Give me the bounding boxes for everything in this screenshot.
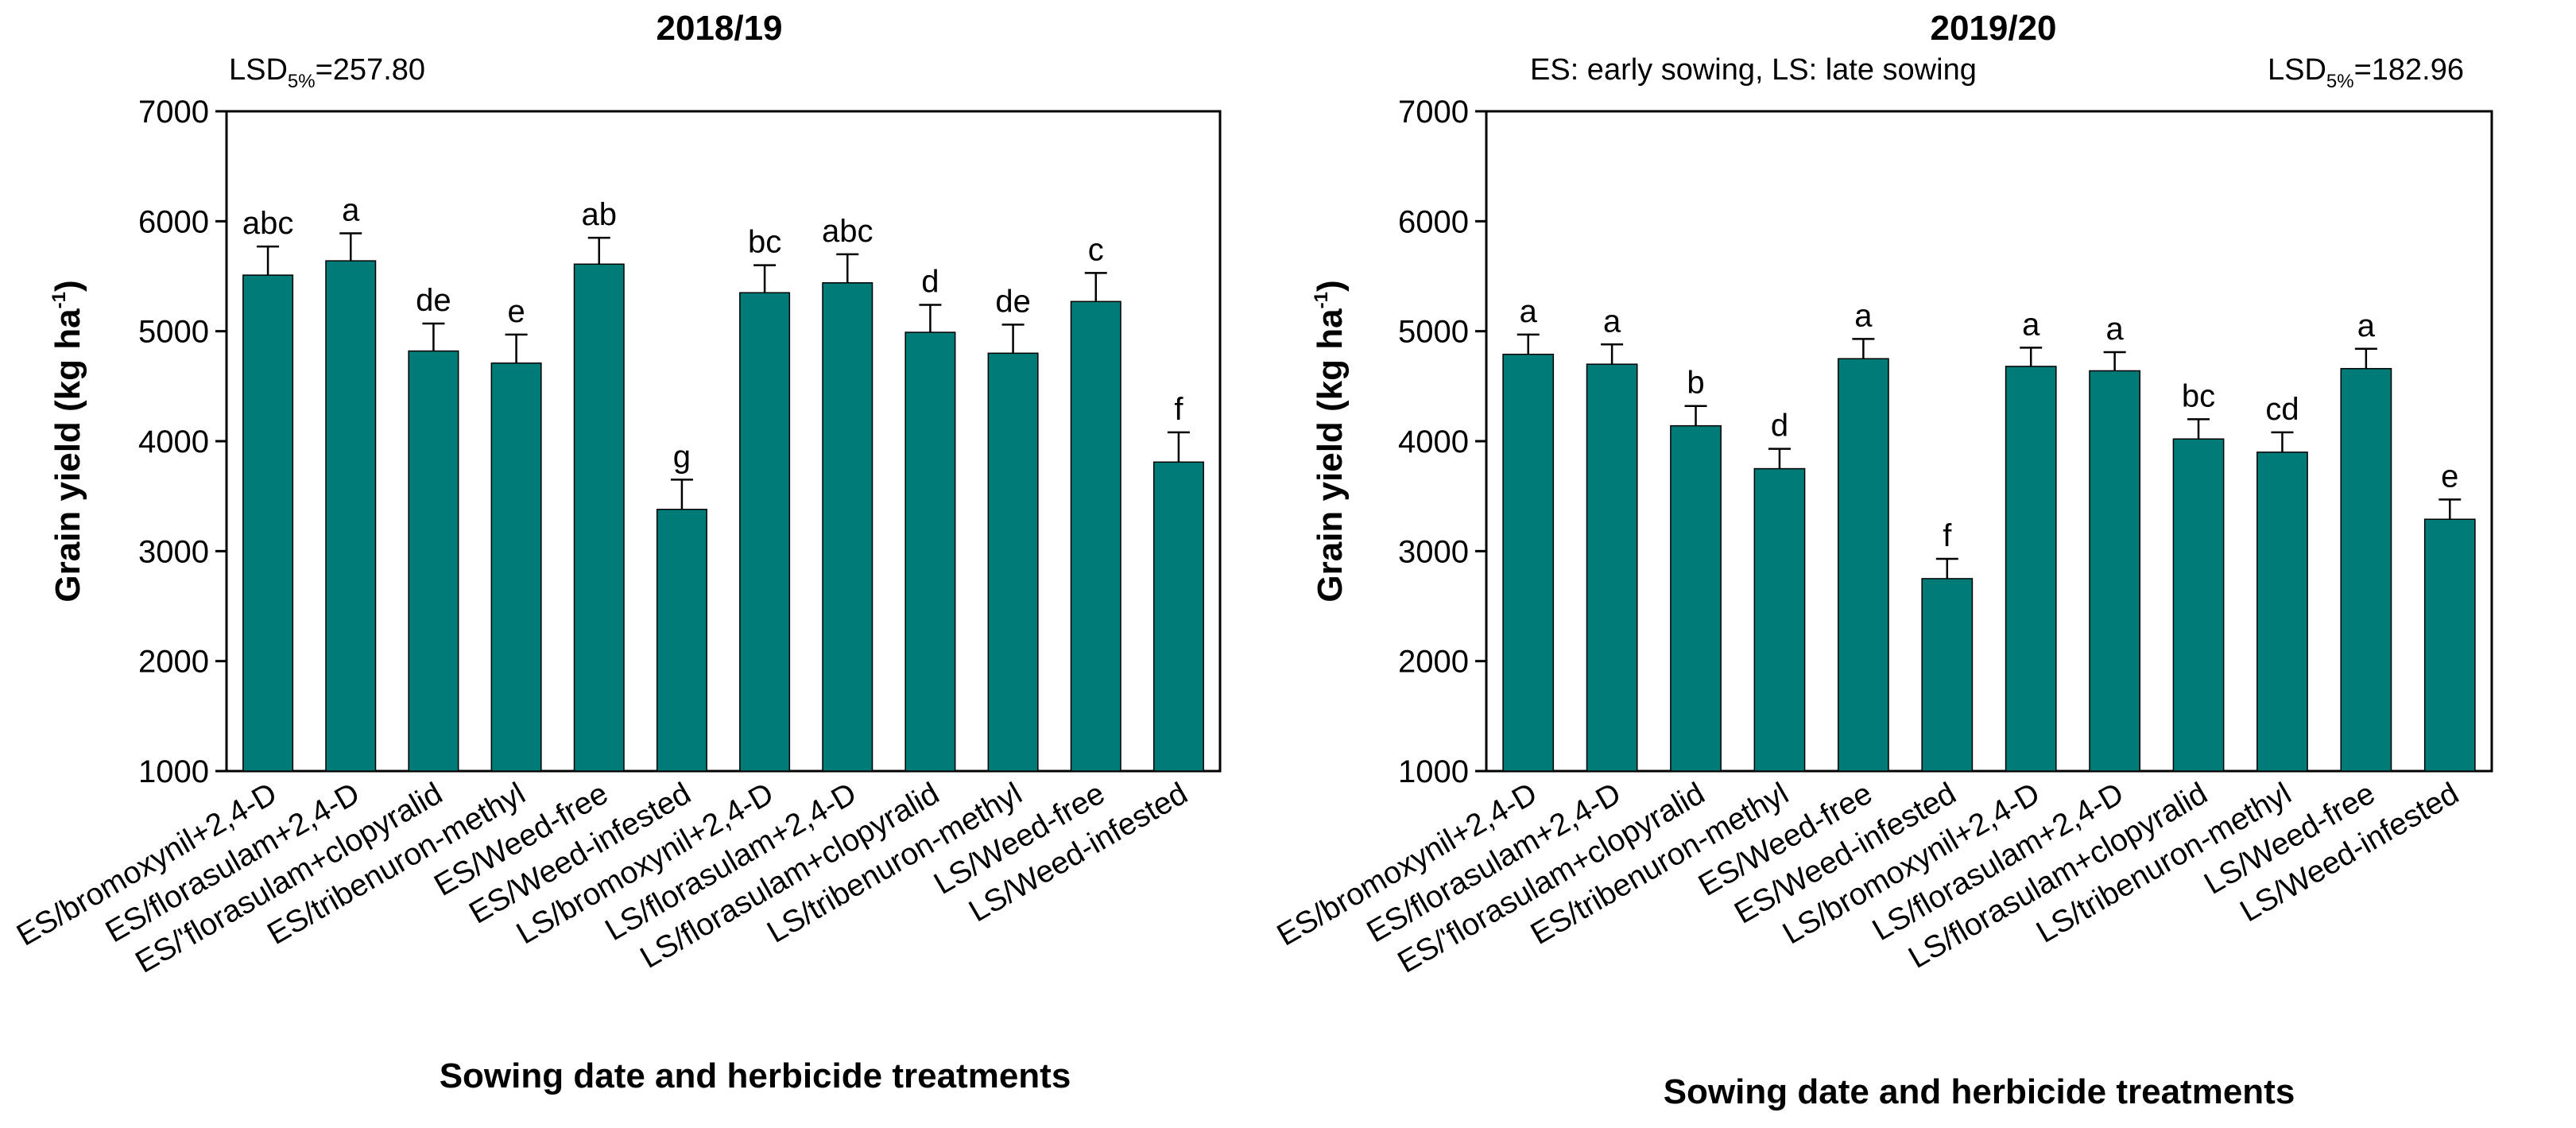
y-axis-label-close: ) (48, 280, 87, 292)
x-axis-label: Sowing date and herbicide treatments (1664, 1072, 2295, 1111)
significance-letter: bc (2182, 378, 2215, 413)
y-tick-label: 3000 (1398, 534, 1469, 569)
y-tick-label: 4000 (138, 424, 209, 459)
plot-area: 1000200030004000500060007000abcES/bromox… (11, 95, 1222, 980)
lsd-value: =182.96 (2354, 53, 2464, 87)
lsd-label: LSD5%=182.96 (2268, 53, 2464, 92)
bar (2340, 367, 2392, 772)
bar (408, 350, 459, 772)
y-tick-label: 1000 (138, 754, 209, 789)
significance-letter: a (2106, 312, 2125, 347)
y-tick-label: 5000 (138, 315, 209, 350)
significance-letter: cd (2265, 392, 2299, 427)
bar (1670, 424, 1722, 772)
lsd-value: =257.80 (316, 53, 425, 87)
significance-letter: a (1854, 298, 1873, 333)
chart-2018-19: 2018/19 LSD5%=257.80 1000 2000 3000 4000 500… (11, 9, 1222, 1095)
bar (573, 263, 625, 772)
bar (2089, 370, 2140, 772)
bar (1753, 467, 1806, 772)
significance-letter: f (1943, 518, 1952, 553)
y-tick-label: 6000 (1398, 204, 1469, 239)
bar (1152, 461, 1204, 772)
lsd-subscript: 5% (2326, 71, 2354, 92)
lsd-label: LSD5%=257.80 (229, 53, 425, 92)
bar (739, 292, 791, 772)
y-axis-label-text: Grain yield (kg ha (48, 308, 87, 603)
bar (1070, 300, 1121, 772)
y-tick-label: 2000 (1398, 645, 1469, 680)
significance-letter: bc (748, 225, 781, 260)
y-axis-label-superscript: -1 (1311, 292, 1332, 308)
y-axis-label: Grain yield (kg ha-1) (48, 280, 87, 602)
y-tick-label: 3000 (138, 534, 209, 569)
significance-letter: abc (242, 206, 294, 241)
chart-title: 2019/20 (1930, 9, 2056, 48)
significance-letter: de (995, 284, 1031, 319)
significance-letter: e (2441, 459, 2458, 494)
y-tick-label: 4000 (1398, 424, 1469, 459)
y-tick-label: 7000 (138, 95, 209, 130)
significance-letter: a (1603, 304, 1621, 339)
significance-letter: d (1771, 409, 1788, 444)
significance-letter: ab (582, 197, 618, 232)
bar (905, 331, 956, 772)
sowing-note: ES: early sowing, LS: late sowing (1530, 53, 1977, 87)
bar (1586, 363, 1638, 772)
lsd-prefix: LSD (229, 53, 288, 87)
significance-letter: b (1687, 366, 1704, 401)
significance-letter: e (507, 294, 525, 329)
bar (242, 274, 294, 772)
bar (490, 362, 542, 772)
significance-letter: a (342, 193, 360, 228)
significance-letter: de (416, 283, 451, 318)
bar (2005, 366, 2057, 772)
bar (987, 352, 1039, 772)
y-tick-label: 2000 (138, 645, 209, 680)
bar (2423, 518, 2476, 772)
significance-letter: a (2022, 307, 2040, 342)
bar (1502, 353, 1555, 772)
significance-letter: a (1520, 294, 1538, 329)
y-tick-label: 1000 (1398, 754, 1469, 789)
significance-letter: a (2357, 308, 2376, 343)
y-axis-label-close: ) (1311, 280, 1350, 292)
significance-letter: d (921, 264, 939, 299)
bar (1921, 578, 1974, 772)
y-axis-label-text: Grain yield (kg ha (1311, 308, 1350, 603)
bar (656, 509, 707, 772)
y-axis-label: Grain yield (kg ha-1) (1311, 280, 1350, 602)
significance-letter: g (673, 439, 691, 474)
bar (2256, 452, 2308, 772)
y-tick-label: 6000 (138, 204, 209, 239)
bar (1838, 358, 1889, 772)
lsd-prefix: LSD (2268, 53, 2326, 87)
y-axis-label-superscript: -1 (48, 292, 70, 308)
lsd-subscript: 5% (288, 71, 316, 92)
bar (822, 282, 874, 772)
x-axis-label: Sowing date and herbicide treatments (440, 1056, 1071, 1095)
chart-title: 2018/19 (656, 9, 782, 48)
bar (2172, 438, 2225, 772)
bar (325, 260, 377, 772)
significance-letter: f (1174, 392, 1183, 427)
significance-letter: abc (822, 214, 874, 249)
y-tick-label: 7000 (1398, 95, 1469, 130)
y-tick-label: 5000 (1398, 315, 1469, 350)
significance-letter: c (1088, 232, 1104, 267)
